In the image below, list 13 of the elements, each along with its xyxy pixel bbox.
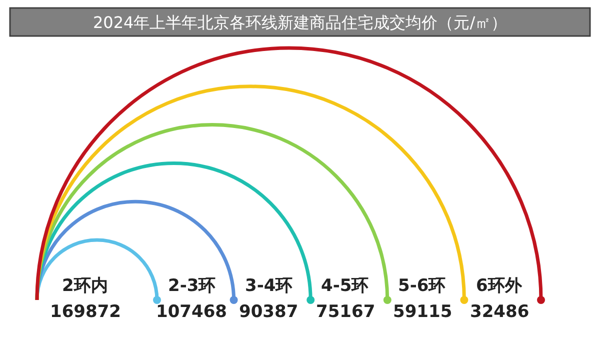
data-label: 169872: [50, 302, 121, 322]
category-label: 3-4环: [245, 276, 293, 296]
category-label: 5-6环: [398, 276, 446, 296]
text: 2024年上半年北京各环线新建商品住宅成交均价（元/㎡）: [93, 13, 508, 32]
category-label: 2-3环: [168, 276, 216, 296]
category-label: 2环内: [62, 276, 108, 296]
data-label: 32486: [470, 302, 530, 322]
data-label: 107468: [156, 302, 227, 322]
category-label: 6环外: [476, 276, 523, 296]
data-label: 90387: [239, 302, 298, 322]
data-label: 59115: [393, 302, 452, 322]
data-label: 75167: [316, 302, 376, 322]
category-label: 4-5环: [321, 276, 369, 296]
